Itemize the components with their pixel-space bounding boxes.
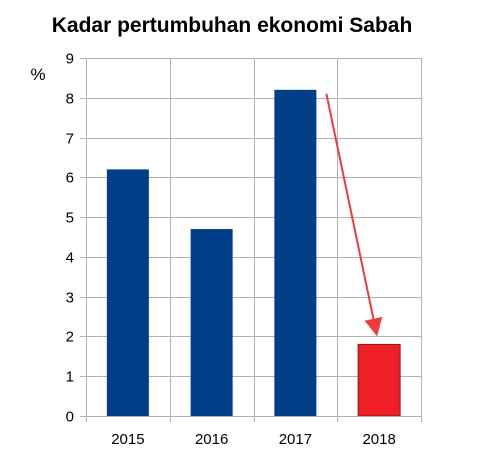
bar-2015 <box>106 169 149 416</box>
bars <box>106 89 401 417</box>
arrow-shaft <box>325 93 375 320</box>
y-tick-label: 2 <box>66 329 74 346</box>
y-tick-label: 6 <box>66 170 74 187</box>
x-tick-label: 2016 <box>195 431 228 448</box>
y-tick-label: 5 <box>66 210 74 227</box>
y-axis-label: % <box>30 65 45 84</box>
x-axis-ticks: 2015 2016 2017 2018 <box>111 431 396 448</box>
y-tick-label: 7 <box>66 131 74 148</box>
y-tick-label: 3 <box>66 290 74 307</box>
x-tick-label: 2015 <box>111 431 144 448</box>
y-tick-label: 4 <box>66 250 74 267</box>
arrow-head <box>364 317 383 337</box>
y-tick-label: 0 <box>66 409 74 426</box>
x-tick-label: 2017 <box>279 431 312 448</box>
y-tick-label: 1 <box>66 369 74 386</box>
annotations <box>325 93 383 337</box>
chart-title: Kadar pertumbuhan ekonomi Sabah <box>52 14 413 37</box>
bar-2018 <box>357 343 401 417</box>
x-tick-label: 2018 <box>362 431 395 448</box>
y-tick-label: 8 <box>66 91 74 108</box>
bar-2017 <box>274 89 317 417</box>
bar-2016 <box>190 229 233 416</box>
y-tick-label: 9 <box>66 51 74 68</box>
axes <box>86 58 421 417</box>
y-axis-ticks: 0 1 2 3 4 5 6 7 8 9 <box>66 51 74 426</box>
